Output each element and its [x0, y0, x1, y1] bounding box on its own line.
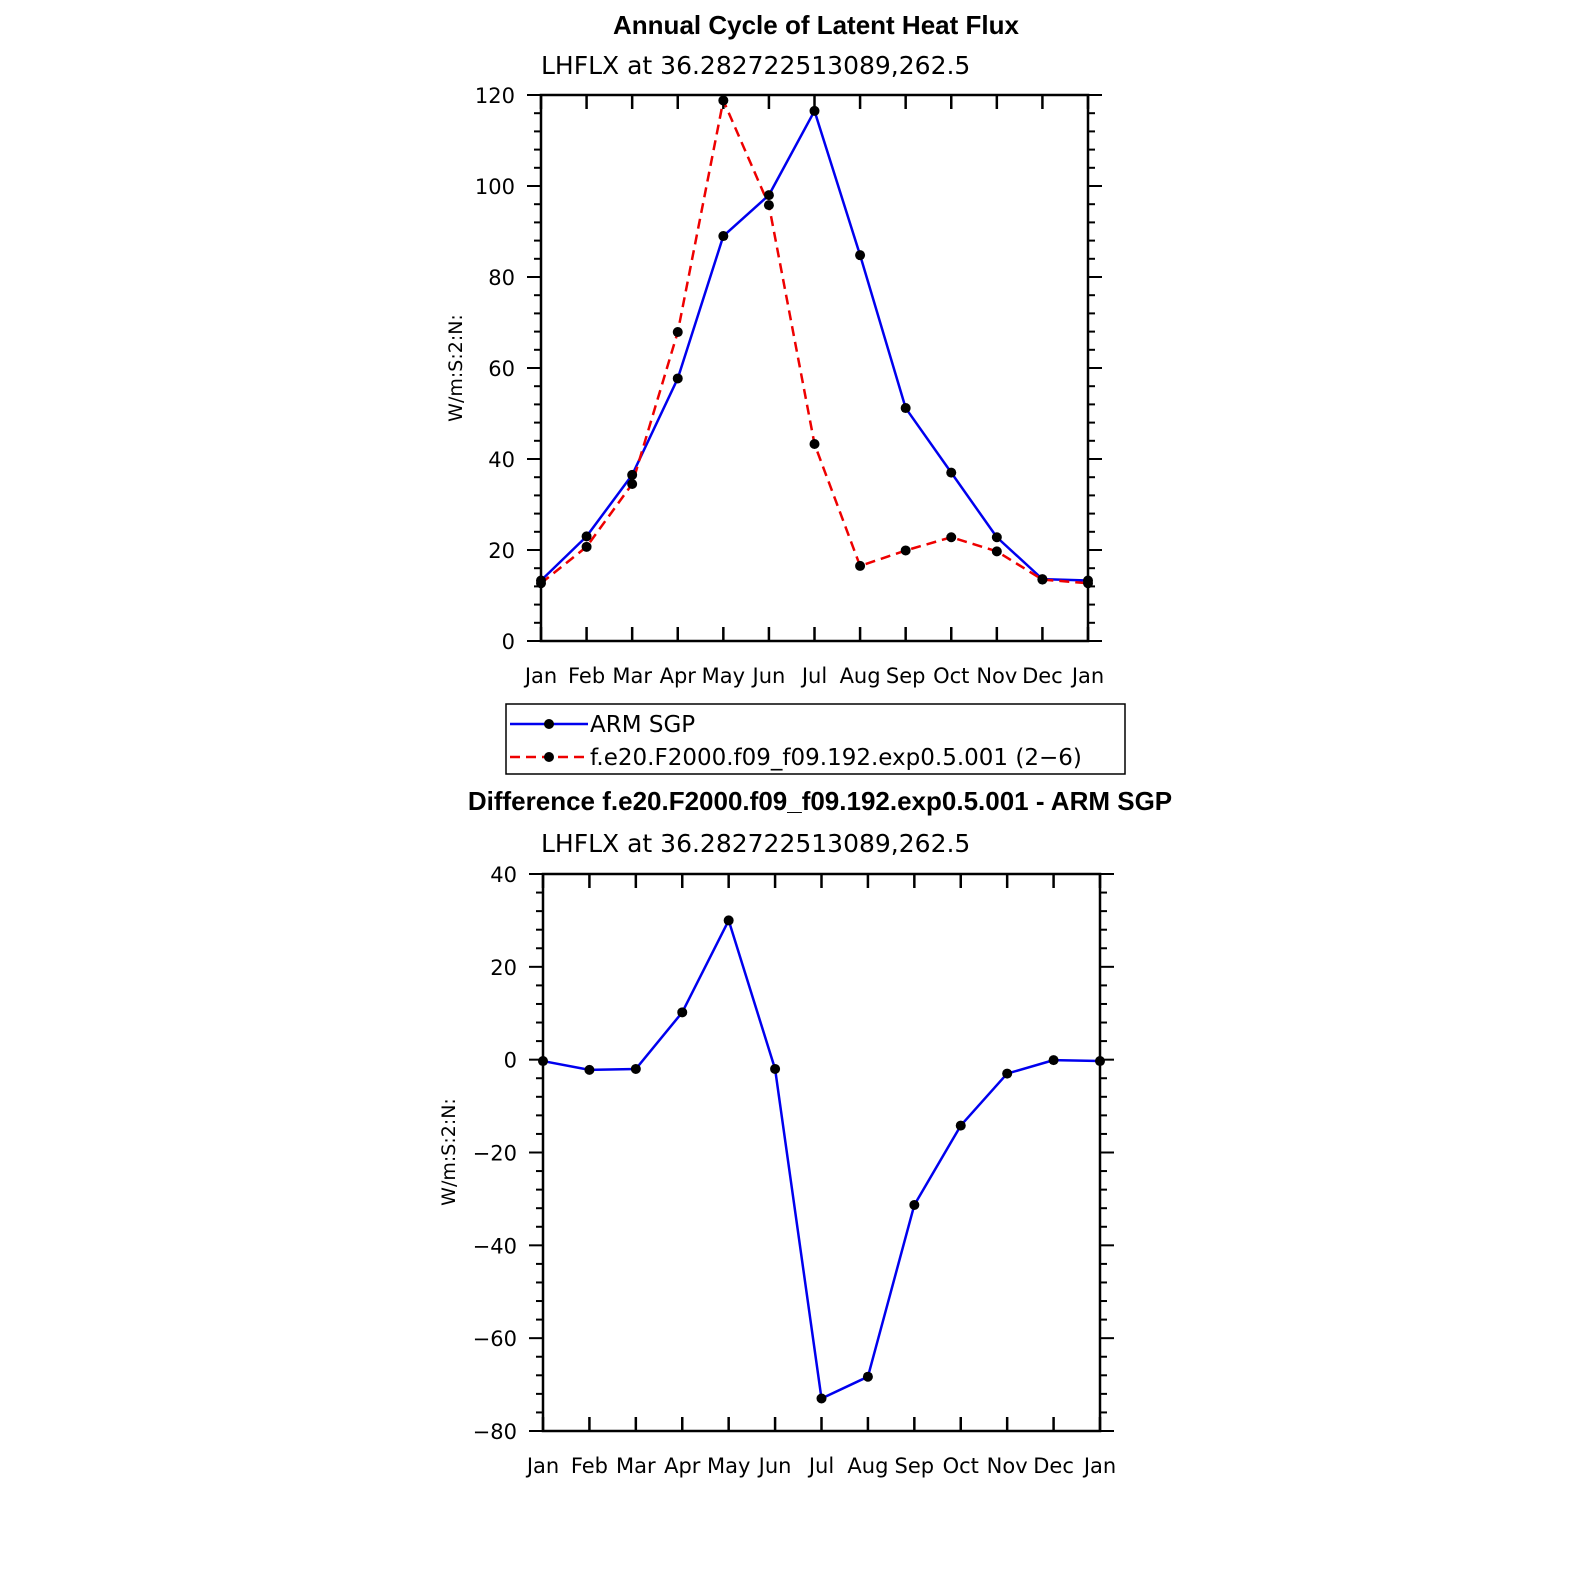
bottom-series-0-point [1095, 1056, 1105, 1067]
bottom-chart-subtitle: LHFLX at 36.282722513089,262.5 [541, 829, 970, 858]
top-series-1-point [991, 546, 1002, 557]
top-series-1-point [855, 560, 866, 571]
top-series-1-point [581, 541, 592, 552]
bottom-y-tick-label: 40 [490, 863, 517, 887]
top-x-tick-label: Oct [933, 664, 969, 688]
top-series-0-point [855, 250, 866, 261]
top-series-1-point [1037, 574, 1048, 585]
bottom-series-0-point [1048, 1055, 1059, 1066]
top-series-0-point [718, 231, 729, 242]
bottom-x-tick-label: Jul [807, 1454, 834, 1478]
top-y-axis-label: W/m:S:2:N: [445, 314, 467, 422]
bottom-series-0-point [630, 1063, 641, 1074]
top-x-tick-label: May [702, 664, 745, 688]
top-x-tick-label: Nov [976, 664, 1017, 688]
bottom-series-0-point [955, 1120, 966, 1131]
top-x-tick-label: Jul [800, 664, 827, 688]
top-series-0-point [581, 531, 592, 542]
top-chart-title: Annual Cycle of Latent Heat Flux [613, 10, 1019, 40]
top-plot-frame [539, 93, 1090, 643]
bottom-y-tick-label: −20 [473, 1142, 517, 1166]
top-x-tick-label: Jan [523, 664, 557, 688]
top-series-0-point [809, 105, 820, 116]
top-x-tick-label: Sep [886, 664, 926, 688]
legend-obs-marker [544, 719, 554, 729]
top-y-tick-label: 0 [502, 630, 515, 654]
bottom-x-tick-label: Jan [525, 1454, 559, 1478]
top-series-1-point [536, 578, 546, 589]
bottom-series-0-point [862, 1371, 873, 1382]
bottom-y-tick-label: −80 [473, 1420, 517, 1444]
bottom-x-tick-label: Oct [943, 1454, 979, 1478]
bottom-plot-area: −80 −60 −40 −20 0 20 40 Jan Feb Mar Apr May Jun Jul Au… [473, 863, 1117, 1478]
top-y-tick-label: 40 [488, 448, 515, 472]
bottom-x-tick-label: Sep [895, 1454, 935, 1478]
bottom-series-0-point [770, 1063, 781, 1074]
top-y-tick-label: 80 [488, 266, 515, 290]
bottom-y-axis-label: W/m:S:2:N: [438, 1098, 460, 1206]
top-x-tick-label: Feb [568, 664, 605, 688]
legend-model-marker [544, 752, 554, 762]
top-series-0-point [672, 373, 683, 384]
bottom-series-0-point [909, 1199, 920, 1210]
top-series-0-point [991, 532, 1002, 543]
bottom-x-tick-label: Apr [664, 1454, 701, 1478]
top-series-1-point [809, 438, 820, 449]
top-series-1-line [540, 99, 1089, 585]
top-y-tick-label: 100 [475, 175, 515, 199]
legend-box [505, 703, 1126, 775]
top-series-0-point [946, 467, 957, 478]
top-plot-area: 0 20 40 60 80 100 120 Jan Feb Mar Apr May Jun Jul Aug S… [475, 84, 1104, 688]
bottom-series-0-point [1002, 1068, 1013, 1079]
top-series-0-point [763, 190, 774, 201]
top-y-tick-label: 60 [488, 357, 515, 381]
bottom-y-tick-label: 0 [504, 1049, 517, 1073]
bottom-series-0-point [816, 1393, 827, 1404]
bottom-x-tick-label: Feb [571, 1454, 608, 1478]
top-series-1-point [718, 95, 729, 106]
bottom-x-tick-label: May [707, 1454, 750, 1478]
bottom-y-tick-label: −40 [473, 1234, 517, 1258]
legend: ARM SGP f.e20.F2000.f09_f09.192.exp0.5.0… [505, 703, 1126, 775]
top-chart-panel: Annual Cycle of Latent Heat Flux LHFLX a… [445, 10, 1126, 775]
top-series-1-point [1083, 578, 1093, 589]
bottom-series-0-point [538, 1056, 548, 1067]
bottom-x-tick-label: Dec [1033, 1454, 1074, 1478]
top-x-tick-label: Jan [1070, 664, 1104, 688]
top-x-tick-label: Aug [840, 664, 881, 688]
bottom-y-tick-label: 20 [490, 956, 517, 980]
legend-model-label: f.e20.F2000.f09_f09.192.exp0.5.001 (2−6) [590, 745, 1082, 771]
top-series-1-point [627, 479, 638, 490]
bottom-chart-panel: Difference f.e20.F2000.f09_f09.192.exp0.… [438, 786, 1172, 1478]
bottom-plot-frame [541, 872, 1102, 1433]
top-series-0-point [627, 469, 638, 480]
top-x-tick-label: Apr [660, 664, 697, 688]
top-x-tick-label: Jun [751, 664, 786, 688]
top-x-tick-label: Mar [612, 664, 652, 688]
bottom-chart-title: Difference f.e20.F2000.f09_f09.192.exp0.… [468, 786, 1172, 816]
top-series-1-point [900, 545, 911, 556]
bottom-series-0-point [584, 1064, 595, 1075]
top-series-1-point [763, 200, 774, 211]
top-x-tick-label: Dec [1022, 664, 1063, 688]
bottom-x-tick-label: Mar [616, 1454, 656, 1478]
bottom-series-0-point [723, 915, 734, 926]
top-chart-subtitle: LHFLX at 36.282722513089,262.5 [541, 51, 970, 80]
bottom-x-tick-label: Nov [987, 1454, 1028, 1478]
bottom-x-tick-label: Jun [757, 1454, 792, 1478]
top-series-1-point [946, 532, 957, 543]
top-y-tick-label: 20 [488, 539, 515, 563]
bottom-series-0-point [677, 1007, 688, 1018]
bottom-x-tick-label: Aug [847, 1454, 888, 1478]
legend-obs-label: ARM SGP [590, 712, 695, 738]
top-series-0-line [540, 109, 1089, 582]
top-series-1-point [672, 327, 683, 338]
top-y-tick-label: 120 [475, 84, 515, 108]
bottom-series-0-line [542, 919, 1101, 1400]
bottom-y-tick-label: −60 [473, 1327, 517, 1351]
bottom-x-tick-label: Jan [1082, 1454, 1116, 1478]
top-series-0-point [900, 403, 911, 414]
